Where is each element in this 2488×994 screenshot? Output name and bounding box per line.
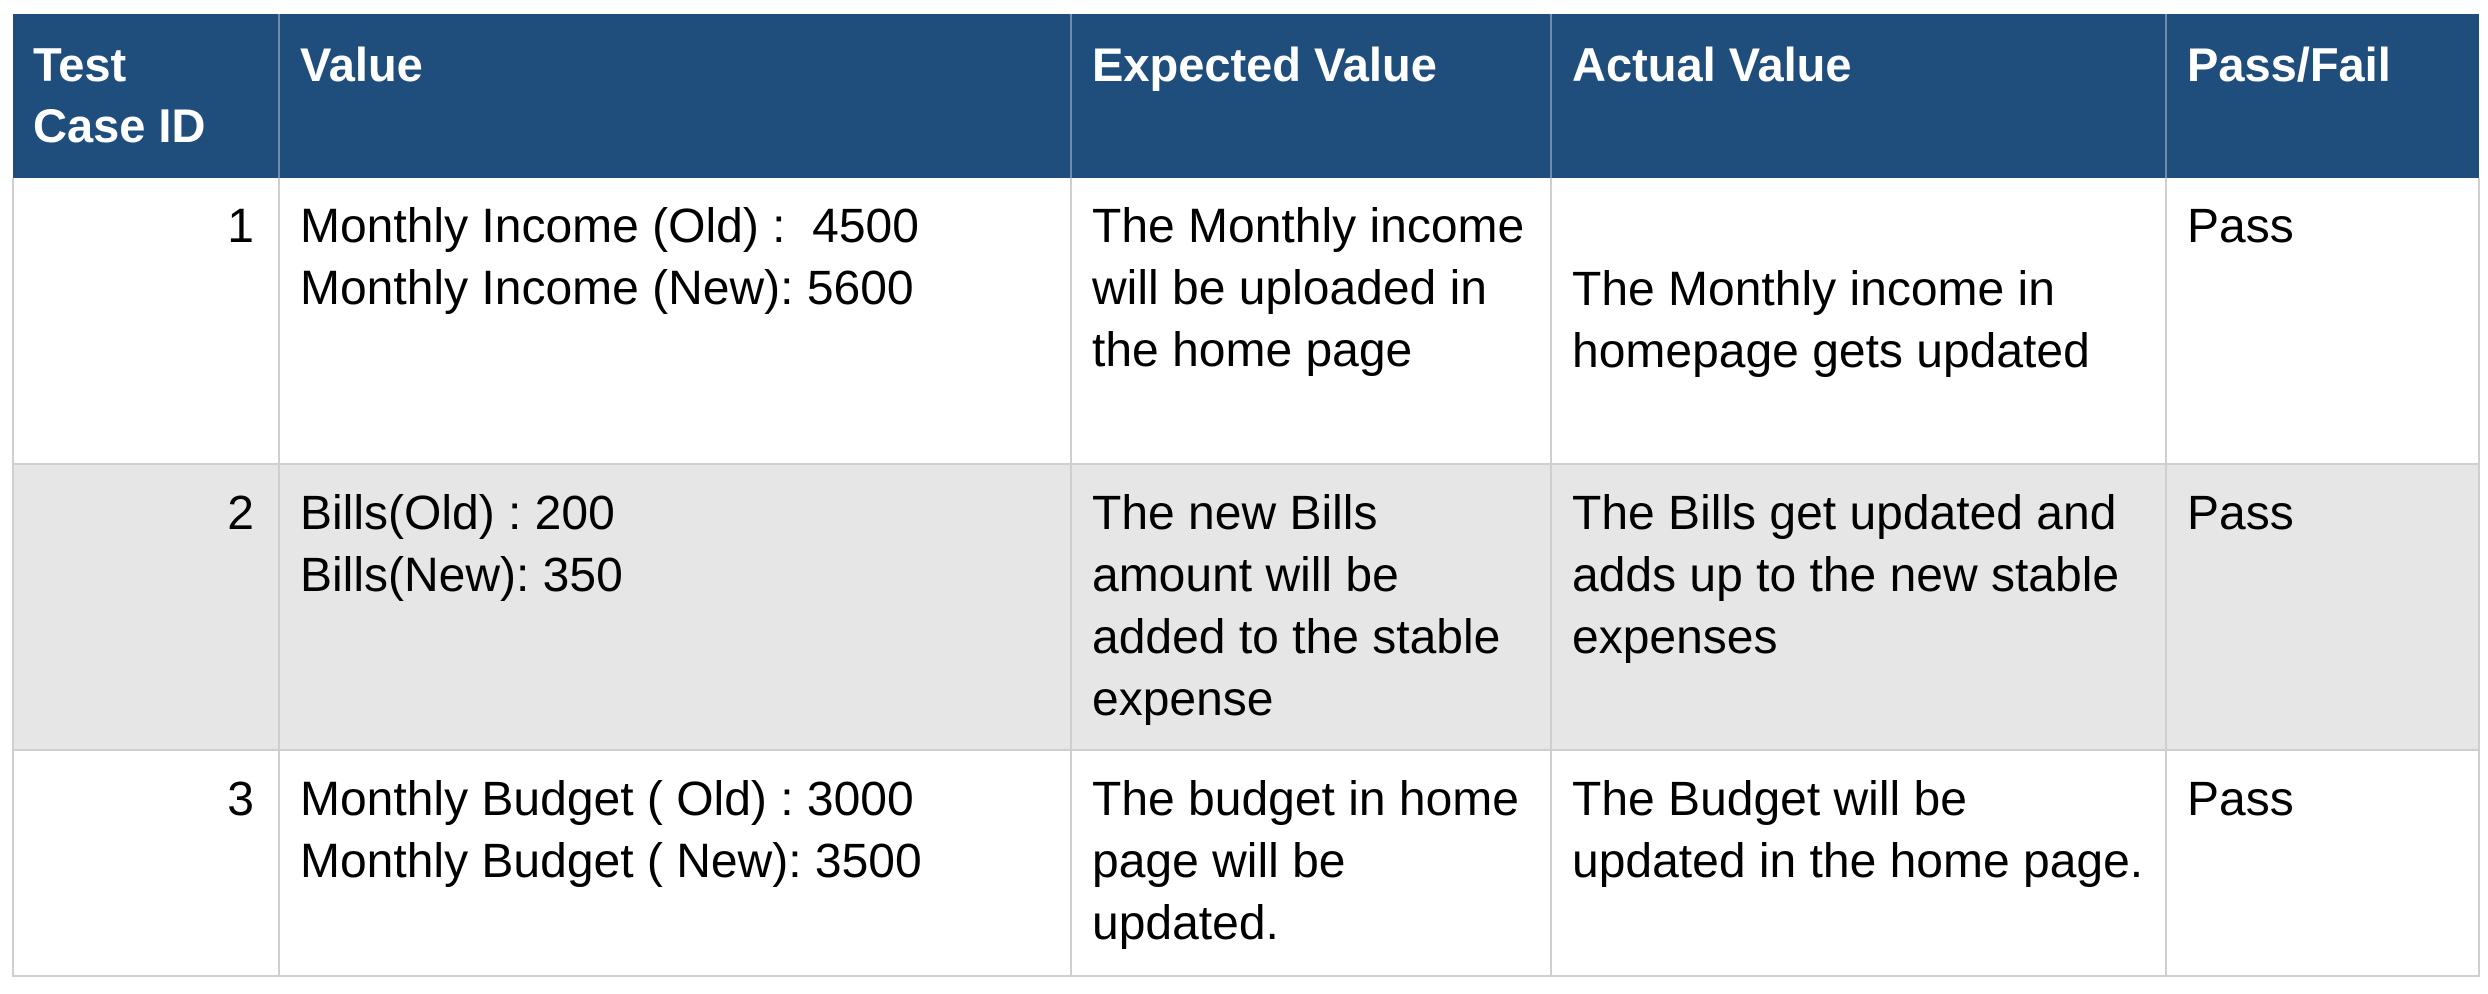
test-case-id-cell: 3 [12, 750, 280, 977]
header-value: Value [279, 14, 1072, 178]
value-line: Monthly Budget ( Old) : 3000 [300, 773, 914, 826]
value-cell: Bills(Old) : 200 Bills(New): 350 [279, 464, 1072, 751]
value-line: Bills(Old) : 200 [300, 487, 615, 540]
value-line: Bills(New): 350 [300, 549, 623, 602]
test-case-table: Test Case ID Value Expected Value Actual… [12, 14, 2480, 977]
table-header-row: Test Case ID Value Expected Value Actual… [13, 14, 2479, 178]
value-line: Monthly Income (Old) : 4500 [300, 200, 919, 253]
expected-value-cell: The Monthly income will be uploaded in t… [1071, 178, 1552, 465]
header-test-case-id: Test Case ID [13, 14, 280, 178]
header-actual-value: Actual Value [1551, 14, 2167, 178]
table-row: 3 Monthly Budget ( Old) : 3000 Monthly B… [12, 750, 2480, 977]
header-pass-fail: Pass/Fail [2166, 14, 2479, 178]
value-line: Monthly Income (New): 5600 [300, 262, 914, 315]
test-case-id-cell: 2 [12, 464, 280, 751]
pass-fail-cell: Pass [2166, 178, 2480, 465]
test-case-id-cell: 1 [12, 178, 280, 465]
pass-fail-cell: Pass [2166, 464, 2480, 751]
value-cell: Monthly Income (Old) : 4500 Monthly Inco… [279, 178, 1072, 465]
actual-value-cell: The Bills get updated and adds up to the… [1551, 464, 2167, 751]
table-row: 2 Bills(Old) : 200 Bills(New): 350 The n… [12, 464, 2480, 751]
value-cell: Monthly Budget ( Old) : 3000 Monthly Bud… [279, 750, 1072, 977]
header-expected-value: Expected Value [1071, 14, 1552, 178]
pass-fail-cell: Pass [2166, 750, 2480, 977]
actual-value-cell: The Monthly income in homepage gets upda… [1551, 178, 2167, 465]
expected-value-cell: The budget in home page will be updated. [1071, 750, 1552, 977]
table-row: 1 Monthly Income (Old) : 4500 Monthly In… [12, 178, 2480, 465]
actual-value-cell: The Budget will be updated in the home p… [1551, 750, 2167, 977]
expected-value-cell: The new Bills amount will be added to th… [1071, 464, 1552, 751]
value-line: Monthly Budget ( New): 3500 [300, 835, 922, 888]
